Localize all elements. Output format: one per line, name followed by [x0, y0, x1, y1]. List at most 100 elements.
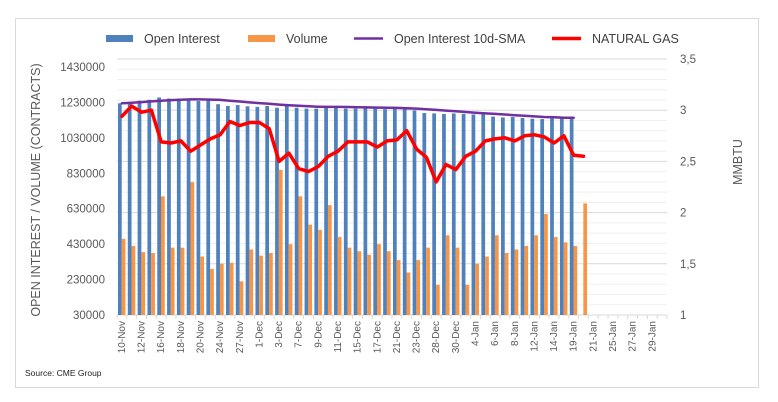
- y2-tick-label: 3,5: [680, 54, 696, 66]
- bar-open-interest: [540, 119, 545, 315]
- legend-swatch-volume: [248, 35, 275, 42]
- bar-volume: [327, 205, 332, 315]
- y-tick-label: 1030000: [60, 133, 105, 145]
- bar-open-interest: [471, 114, 476, 315]
- bar-open-interest: [117, 103, 122, 315]
- bar-open-interest: [196, 101, 201, 315]
- bar-volume: [445, 235, 450, 315]
- bar-open-interest: [137, 100, 142, 316]
- bar-open-interest: [127, 103, 132, 315]
- x-axis: 10-Nov 12-Nov 16-Nov 18-Nov 20-Nov 24-Nov 27-N…: [116, 315, 668, 353]
- x-tick-label: 30-Dec: [451, 321, 462, 353]
- y2-tick-label: 1: [680, 310, 686, 322]
- y2-tick-label: 1,5: [680, 259, 696, 271]
- y-axis-title: OPEN INTEREST / VOLUME (CONTRACTS): [29, 63, 43, 316]
- bar-open-interest: [520, 118, 525, 315]
- x-tick-label: 28-Dec: [431, 321, 442, 353]
- y2-tick-label: 2: [680, 208, 686, 220]
- bar-volume: [318, 229, 322, 315]
- bar-open-interest: [226, 105, 230, 315]
- bar-volume: [553, 237, 558, 315]
- bar-open-interest: [442, 113, 446, 315]
- bar-open-interest: [255, 106, 260, 315]
- x-tick-label: 29-Jan: [647, 321, 658, 352]
- bar-volume: [426, 247, 430, 315]
- x-tick-label: 10-Nov: [117, 321, 128, 353]
- x-tick-label: 17-Dec: [372, 321, 383, 353]
- x-tick-label: 12-Jan: [529, 321, 540, 352]
- bar-volume: [259, 255, 263, 315]
- bar-volume: [151, 253, 155, 315]
- bar-open-interest: [412, 110, 417, 316]
- legend-label-volume: Volume: [286, 32, 328, 46]
- bar-open-interest: [235, 105, 240, 315]
- legend-label-natural-gas: NATURAL GAS: [592, 32, 679, 46]
- bar-volume: [544, 214, 548, 315]
- bar-volume: [485, 256, 489, 315]
- bar-volume: [357, 251, 362, 315]
- bar-volume: [475, 263, 480, 315]
- x-tick-label: 12-Nov: [137, 321, 148, 353]
- bar-volume: [347, 247, 352, 315]
- bar-open-interest: [510, 116, 515, 315]
- bar-volume: [534, 235, 538, 315]
- bar-open-interest: [167, 98, 171, 315]
- bar-open-interest: [324, 107, 328, 315]
- y-tick-label: 430000: [67, 239, 105, 251]
- bar-volume: [455, 247, 460, 315]
- bar-volume: [210, 268, 214, 315]
- bar-volume: [406, 272, 411, 315]
- bar-volume: [337, 237, 342, 315]
- bar-open-interest: [383, 109, 387, 315]
- y-tick-label: 630000: [67, 204, 105, 216]
- y-axis-left: 1430000 1230000 1030000 830000 630000 430000 2…: [60, 62, 105, 322]
- bar-open-interest: [451, 113, 456, 315]
- bar-volume: [436, 284, 440, 315]
- bar-open-interest: [343, 108, 348, 315]
- bar-volume: [229, 262, 234, 315]
- bar-open-interest: [157, 97, 161, 316]
- bar-volume: [141, 252, 146, 315]
- y2-tick-label: 3: [680, 105, 686, 117]
- bar-volume: [465, 284, 470, 315]
- y-tick-label: 1430000: [60, 62, 105, 74]
- y-tick-label: 30000: [73, 310, 105, 322]
- bar-volume: [170, 247, 175, 315]
- bar-volume: [269, 253, 273, 315]
- x-tick-label: 19-Jan: [569, 321, 580, 352]
- bar-open-interest: [569, 117, 574, 315]
- x-tick-label: 4-Jan: [471, 321, 482, 346]
- bar-volume: [161, 196, 165, 315]
- x-tick-label: 11-Dec: [333, 321, 344, 353]
- y2-tick-label: 2,5: [680, 156, 696, 168]
- bar-volume: [298, 196, 303, 315]
- line-natural-gas: [120, 104, 586, 184]
- x-tick-label: 21-Jan: [588, 321, 599, 352]
- bar-volume: [514, 249, 519, 315]
- x-tick-label: 23-Dec: [412, 321, 423, 353]
- bar-open-interest: [294, 107, 299, 315]
- bar-volume: [396, 260, 401, 315]
- bar-open-interest: [353, 108, 358, 315]
- x-tick-label: 3-Dec: [274, 321, 285, 348]
- legend-swatch-open-interest: [106, 35, 133, 42]
- x-tick-label: 8-Jan: [510, 321, 521, 346]
- bar-open-interest: [363, 107, 368, 315]
- y2-axis-title: MMBTU: [731, 139, 745, 185]
- bar-open-interest: [265, 105, 270, 315]
- x-tick-label: 27-Jan: [628, 321, 639, 352]
- bar-volume: [121, 238, 126, 315]
- bar-open-interest: [402, 108, 407, 315]
- bar-open-interest: [245, 106, 250, 315]
- bar-volume: [416, 260, 421, 315]
- bar-volume: [278, 169, 283, 315]
- bar-open-interest: [206, 99, 211, 316]
- bar-open-interest: [186, 99, 191, 316]
- bar-open-interest: [334, 106, 338, 315]
- x-tick-label: 9-Dec: [313, 321, 324, 348]
- bar-volume: [386, 251, 391, 315]
- legend-label-open-interest: Open Interest: [144, 32, 220, 46]
- bar-open-interest: [304, 108, 309, 315]
- bar-open-interest: [373, 108, 378, 315]
